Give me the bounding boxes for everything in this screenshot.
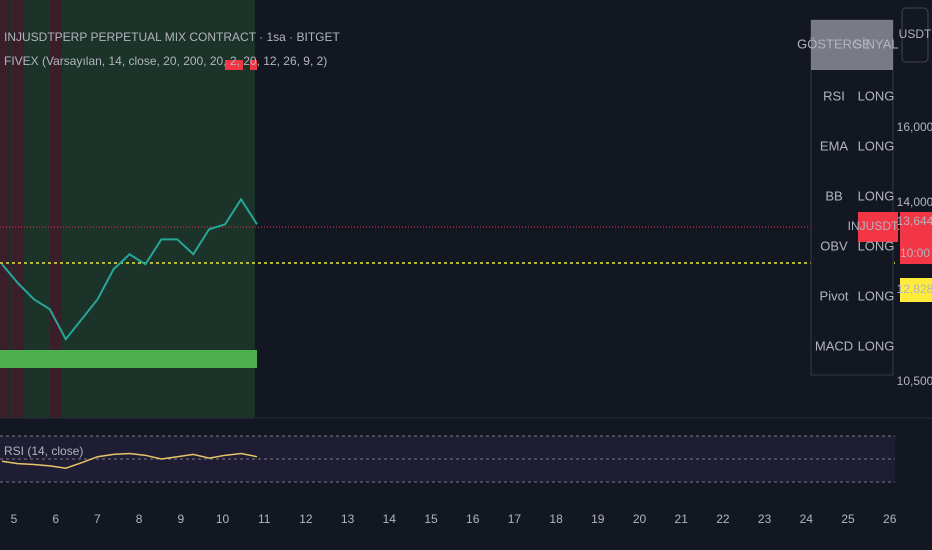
indicator-signal: LONG bbox=[858, 288, 895, 303]
date-label: 26 bbox=[883, 512, 897, 526]
signal-band bbox=[12, 0, 24, 418]
price-line bbox=[1, 197, 258, 342]
last-price: 13,644 bbox=[897, 214, 932, 228]
table-header bbox=[811, 20, 893, 70]
date-label: 6 bbox=[52, 512, 59, 526]
date-label: 22 bbox=[716, 512, 730, 526]
indicator-name: Pivot bbox=[820, 288, 849, 303]
price-axis-label: 10,500 bbox=[897, 374, 932, 388]
price-axis-label: 14,000 bbox=[897, 195, 932, 209]
date-label: 13 bbox=[341, 512, 355, 526]
indicator-name: OBV bbox=[820, 238, 848, 253]
date-label: 19 bbox=[591, 512, 605, 526]
header-title: INJUSDTPERP PERPETUAL MIX CONTRACT · 1sa… bbox=[4, 30, 341, 44]
axis-unit: USDT bbox=[899, 27, 932, 41]
indicator-signal: LONG bbox=[858, 88, 895, 103]
signal-markers bbox=[225, 60, 243, 70]
session-shade bbox=[0, 0, 255, 418]
signal-band bbox=[0, 0, 10, 418]
date-label: 7 bbox=[94, 512, 101, 526]
date-label: 14 bbox=[383, 512, 397, 526]
date-label: 5 bbox=[11, 512, 18, 526]
symbol-tag-text: INJUSDT.P bbox=[848, 219, 909, 233]
header-gosterge: GÖSTERGE bbox=[797, 36, 871, 51]
rsi-label: RSI (14, close) bbox=[4, 444, 83, 458]
indicator-signal: LONG bbox=[858, 138, 895, 153]
signal-table bbox=[810, 19, 894, 376]
level-price: 12,828 bbox=[897, 282, 932, 296]
date-label: 20 bbox=[633, 512, 647, 526]
price-axis-label: 16,000 bbox=[897, 120, 932, 134]
indicator-signal: LONG bbox=[858, 238, 895, 253]
date-label: 18 bbox=[549, 512, 563, 526]
date-label: 21 bbox=[675, 512, 689, 526]
indicator-signal: LONG bbox=[858, 188, 895, 203]
indicator-name: EMA bbox=[820, 138, 849, 153]
date-label: 11 bbox=[258, 512, 271, 526]
signal-markers bbox=[0, 350, 257, 368]
level-tag bbox=[900, 278, 932, 302]
last-price-tag bbox=[900, 212, 932, 264]
symbol-tag bbox=[858, 212, 898, 242]
date-label: 17 bbox=[508, 512, 522, 526]
date-label: 24 bbox=[800, 512, 814, 526]
indicator-name: MACD bbox=[815, 338, 853, 353]
date-label: 9 bbox=[177, 512, 184, 526]
date-label: 16 bbox=[466, 512, 480, 526]
date-label: 8 bbox=[136, 512, 143, 526]
date-label: 25 bbox=[841, 512, 855, 526]
unit-button[interactable] bbox=[901, 7, 929, 63]
indicator-name: RSI bbox=[823, 88, 845, 103]
date-label: 10 bbox=[216, 512, 230, 526]
indicator-name: BB bbox=[825, 188, 842, 203]
date-label: 12 bbox=[299, 512, 313, 526]
header-sinyal: SİNYAL bbox=[853, 36, 898, 51]
signal-markers bbox=[250, 60, 257, 70]
date-label: 23 bbox=[758, 512, 772, 526]
indicator-label: FIVEX (Varsayılan, 14, close, 20, 200, 2… bbox=[4, 54, 327, 68]
indicator-signal: LONG bbox=[858, 338, 895, 353]
rsi-line bbox=[1, 452, 258, 469]
date-label: 15 bbox=[424, 512, 438, 526]
countdown: 10:00 bbox=[900, 246, 930, 260]
